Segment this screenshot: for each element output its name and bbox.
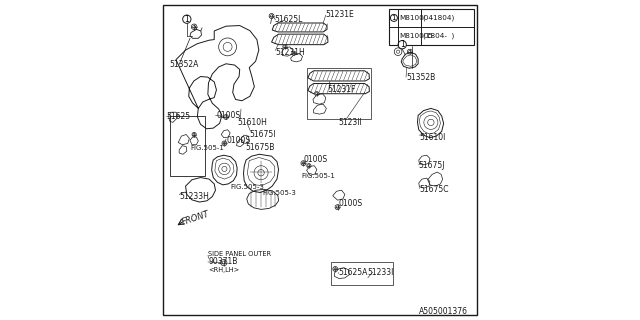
Text: (1804-  ): (1804- ) (422, 33, 454, 39)
Circle shape (182, 15, 191, 23)
Text: 1: 1 (392, 15, 396, 21)
Text: 51675J: 51675J (418, 161, 445, 170)
Circle shape (316, 93, 318, 95)
Circle shape (283, 44, 287, 49)
Text: A505001376: A505001376 (419, 307, 468, 316)
Text: 51233H: 51233H (179, 192, 209, 201)
Text: FIG.505-3: FIG.505-3 (230, 184, 264, 190)
Circle shape (284, 45, 286, 48)
Circle shape (193, 25, 196, 28)
Bar (170, 116, 205, 176)
Circle shape (293, 52, 295, 54)
Circle shape (408, 49, 412, 54)
Circle shape (315, 92, 319, 96)
Text: 51610I: 51610I (419, 132, 446, 141)
Circle shape (301, 161, 306, 166)
Circle shape (222, 141, 227, 146)
Circle shape (335, 205, 340, 210)
Text: FIG.505-1: FIG.505-1 (301, 173, 335, 179)
Circle shape (408, 51, 411, 53)
Text: 51675B: 51675B (245, 143, 275, 152)
Text: 90371B: 90371B (209, 258, 238, 267)
Text: 0100S: 0100S (227, 136, 251, 145)
Circle shape (292, 51, 296, 55)
Text: 51352A: 51352A (170, 60, 199, 69)
Circle shape (191, 24, 197, 30)
Circle shape (192, 132, 196, 137)
Text: SIDE PANEL OUTER: SIDE PANEL OUTER (208, 251, 271, 257)
Circle shape (336, 206, 339, 208)
Text: FRONT: FRONT (180, 210, 211, 227)
Text: 0100S: 0100S (339, 198, 363, 207)
Circle shape (270, 15, 273, 17)
Text: 51625L: 51625L (275, 15, 303, 24)
Text: M810004: M810004 (399, 15, 434, 21)
Text: 51610H: 51610H (238, 118, 268, 127)
Circle shape (222, 261, 225, 264)
Bar (331, 262, 394, 285)
Text: 0100S: 0100S (216, 111, 241, 120)
Text: 51233I: 51233I (368, 268, 394, 277)
Circle shape (333, 267, 338, 271)
Bar (390, 9, 474, 45)
Bar (307, 68, 371, 119)
Circle shape (269, 13, 274, 19)
Circle shape (223, 115, 228, 119)
Text: FIG.505-1: FIG.505-1 (190, 145, 224, 151)
Text: 0100S: 0100S (303, 155, 328, 164)
Circle shape (225, 116, 227, 118)
Text: 51352B: 51352B (406, 73, 435, 82)
Circle shape (390, 14, 397, 21)
Text: 51231F: 51231F (327, 85, 355, 94)
Circle shape (398, 41, 406, 49)
Text: 51625: 51625 (166, 112, 191, 121)
Text: 51675C: 51675C (419, 185, 449, 194)
Text: M810005: M810005 (399, 33, 434, 39)
Text: 51231E: 51231E (326, 10, 355, 19)
Circle shape (221, 260, 227, 266)
Text: 1: 1 (400, 40, 404, 49)
Circle shape (193, 133, 195, 136)
Circle shape (307, 164, 311, 168)
Circle shape (223, 142, 226, 145)
Text: 51231H: 51231H (275, 48, 305, 57)
Text: 51625A: 51625A (339, 268, 368, 277)
Text: 1: 1 (184, 15, 189, 24)
Text: 51675I: 51675I (249, 130, 276, 139)
Circle shape (308, 165, 310, 167)
Circle shape (302, 162, 305, 164)
Text: 5123lI: 5123lI (339, 118, 362, 127)
Text: FIG.505-3: FIG.505-3 (262, 190, 296, 196)
Text: <RH,LH>: <RH,LH> (209, 267, 240, 273)
Circle shape (334, 268, 337, 270)
Text: (  -1804): ( -1804) (422, 15, 454, 21)
